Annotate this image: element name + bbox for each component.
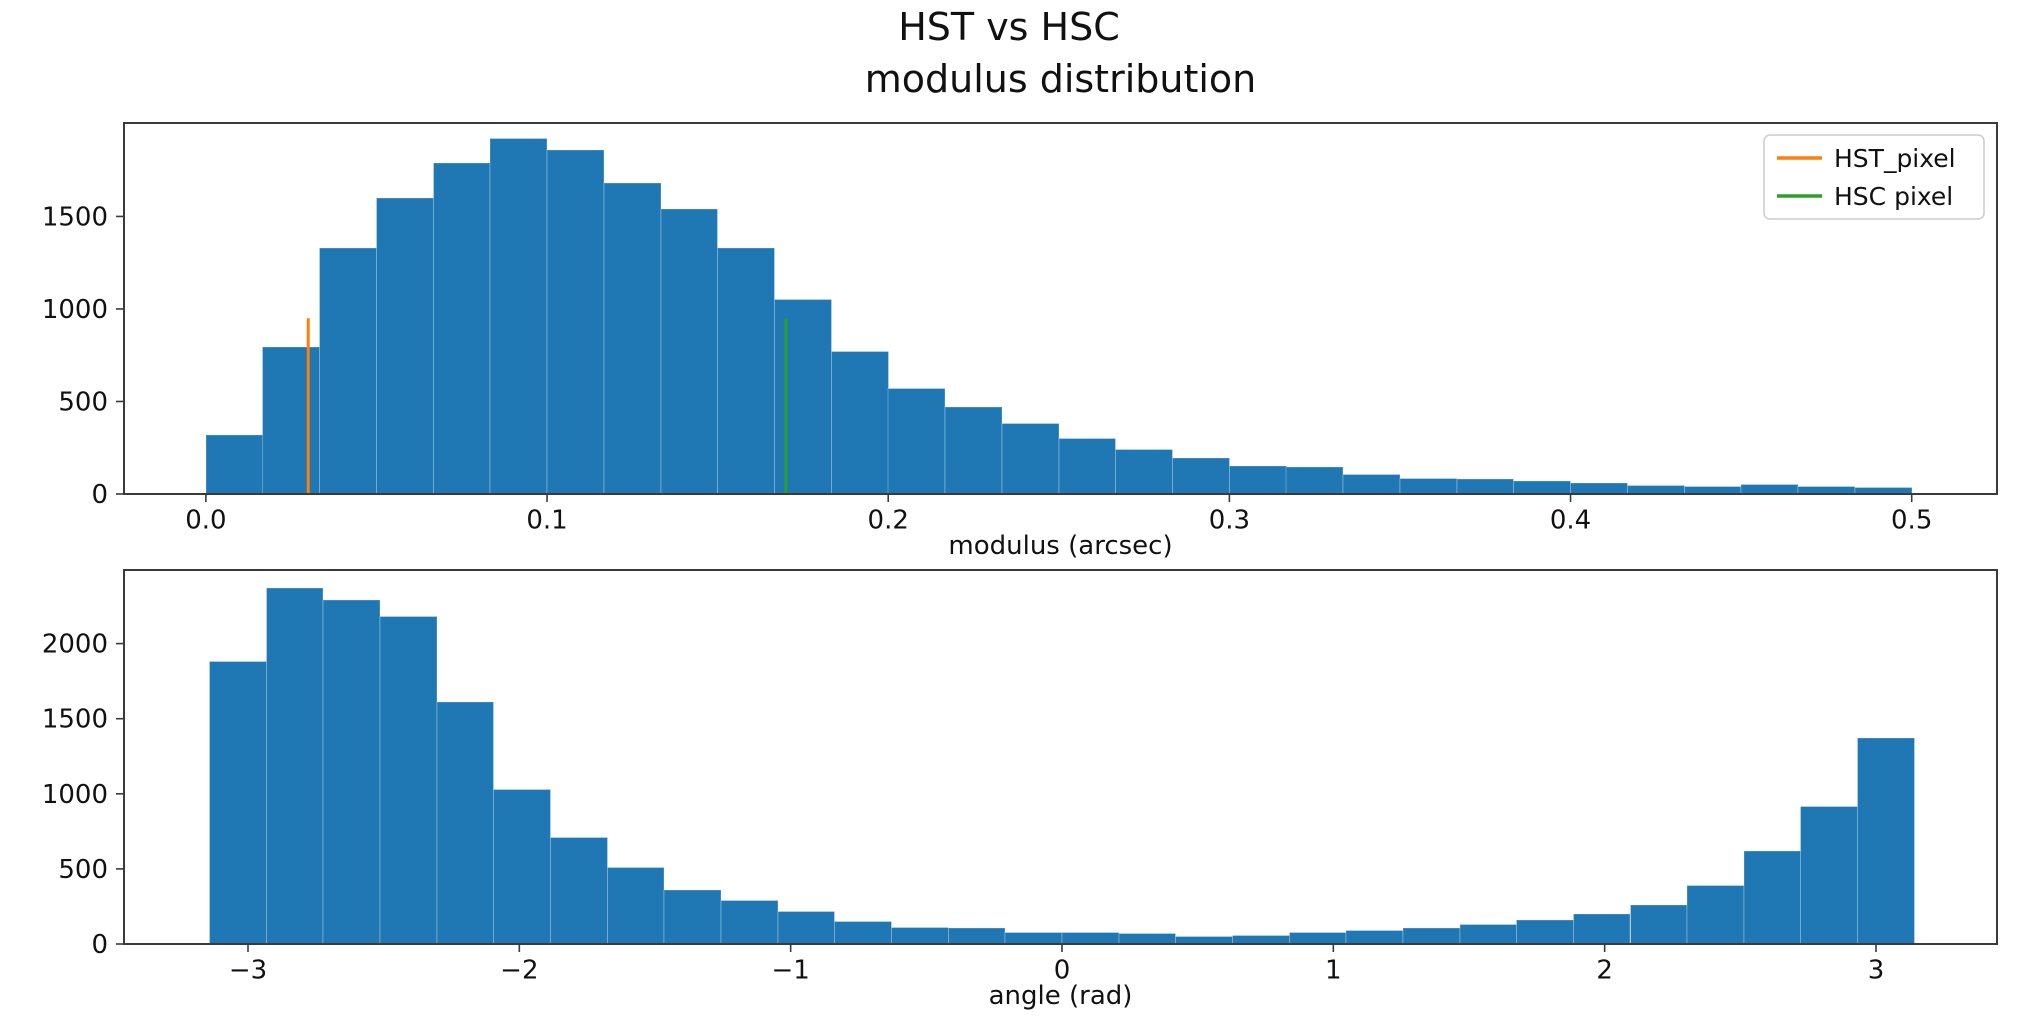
y-tick-label: 1000 [42, 295, 108, 325]
histogram-bar [1797, 486, 1856, 495]
y-tick-label: 500 [58, 387, 108, 417]
angle-axes-box [123, 569, 1998, 945]
histogram-bar [1459, 924, 1518, 945]
histogram-bar [1118, 933, 1177, 945]
legend-box [1763, 134, 1985, 220]
y-tick-label: 1500 [42, 202, 108, 232]
histogram-bar [493, 788, 552, 945]
histogram-bar [1175, 936, 1233, 945]
histogram-bar [891, 927, 949, 945]
histogram-bar [603, 182, 662, 495]
histogram-bar [1399, 477, 1458, 495]
modulus-chart-title: modulus distribution [864, 57, 1257, 101]
histogram-bar [717, 247, 775, 495]
x-tick-label: 0.1 [526, 505, 567, 535]
y-tick-label: 1000 [42, 780, 108, 810]
modulus-bars [205, 138, 1913, 495]
histogram-bar [1800, 806, 1858, 945]
histogram-bar [1115, 449, 1174, 495]
histogram-bar [436, 701, 495, 945]
histogram-bar [1857, 737, 1915, 945]
x-tick-label: −1 [771, 955, 809, 985]
histogram-bar [947, 927, 1006, 945]
y-tick-label: 2000 [42, 630, 108, 660]
histogram-bar [1285, 466, 1344, 495]
histogram-bar [1570, 482, 1628, 495]
x-tick-label: 1 [1325, 955, 1342, 985]
legend-label: HST_pixel [1834, 144, 1956, 173]
histogram-bar [489, 138, 548, 495]
histogram-bar [1683, 486, 1742, 495]
histogram-bar [322, 599, 381, 945]
y-tick-label: 0 [91, 480, 108, 510]
histogram-bar [1402, 927, 1461, 945]
histogram-bar [319, 247, 378, 495]
x-tick-label: 0.2 [868, 505, 909, 535]
angle-xlabel: angle (rad) [988, 981, 1133, 1011]
histogram-bar [660, 208, 719, 495]
histogram-bar [432, 162, 491, 495]
x-tick-label: −2 [500, 955, 538, 985]
histogram-bar [1513, 480, 1572, 495]
histogram-bar [1058, 438, 1117, 495]
histogram-bar [1345, 930, 1404, 945]
y-tick-label: 1500 [42, 705, 108, 735]
histogram-bar [774, 299, 832, 495]
histogram-bar [376, 197, 434, 495]
histogram-bar [720, 899, 779, 945]
histogram-bar [1740, 484, 1799, 495]
x-tick-label: −3 [229, 955, 267, 985]
x-tick-label: 0 [1054, 955, 1071, 985]
histogram-bar [1629, 904, 1688, 945]
histogram-bar [1572, 913, 1631, 945]
histogram-bar [1626, 485, 1685, 495]
modulus-histogram: 0.0 0.1 0.2 0.3 0.4 0.5050010001500HST_pixelH… [42, 122, 1998, 535]
histogram-bar [606, 866, 665, 945]
histogram-bar [1232, 935, 1290, 945]
histogram-bar [1743, 850, 1802, 945]
histogram-bar [1288, 932, 1347, 945]
x-tick-label: 0.0 [185, 505, 226, 535]
histogram-bar [379, 616, 438, 945]
histogram-bar [1342, 474, 1401, 495]
x-tick-label: 2 [1596, 955, 1613, 985]
histogram-bar [262, 346, 321, 495]
x-tick-label: 3 [1868, 955, 1885, 985]
histogram-bar [1456, 478, 1515, 495]
x-tick-label: 0.5 [1891, 505, 1932, 535]
histogram-bar [887, 388, 946, 495]
angle-bars [209, 587, 1915, 945]
y-tick-label: 0 [91, 930, 108, 960]
histogram-bar [830, 351, 889, 495]
legend-label: HSC pixel [1834, 182, 1953, 211]
histogram-bar [265, 587, 324, 945]
x-tick-label: 0.4 [1550, 505, 1591, 535]
histogram-bar [663, 889, 722, 945]
figure-suptitle: HST vs HSC [898, 5, 1120, 49]
histogram-bar [1516, 919, 1574, 945]
histogram-bar [550, 836, 608, 945]
histogram-bar [209, 661, 267, 945]
histogram-bar [834, 921, 893, 945]
histogram-bar [1172, 457, 1230, 495]
histogram-bar [1686, 884, 1745, 945]
legend: HST_pixel HSC pixel [1763, 134, 1985, 220]
histogram-bar [1004, 932, 1063, 945]
histogram-bar [777, 911, 836, 945]
x-tick-label: 0.3 [1209, 505, 1250, 535]
histogram-bar [944, 406, 1003, 495]
angle-histogram: −3 −2 −1 0 1 2 3 0 500 1000 1500 2000 [42, 569, 1998, 985]
histogram-bar [205, 434, 264, 495]
histogram-bar [1001, 423, 1060, 495]
histogram-bar [1228, 465, 1287, 495]
histogram-bar [1061, 932, 1120, 945]
histogram-bar [546, 149, 605, 495]
modulus-xlabel: modulus (arcsec) [948, 531, 1173, 561]
y-tick-label: 500 [58, 855, 108, 885]
